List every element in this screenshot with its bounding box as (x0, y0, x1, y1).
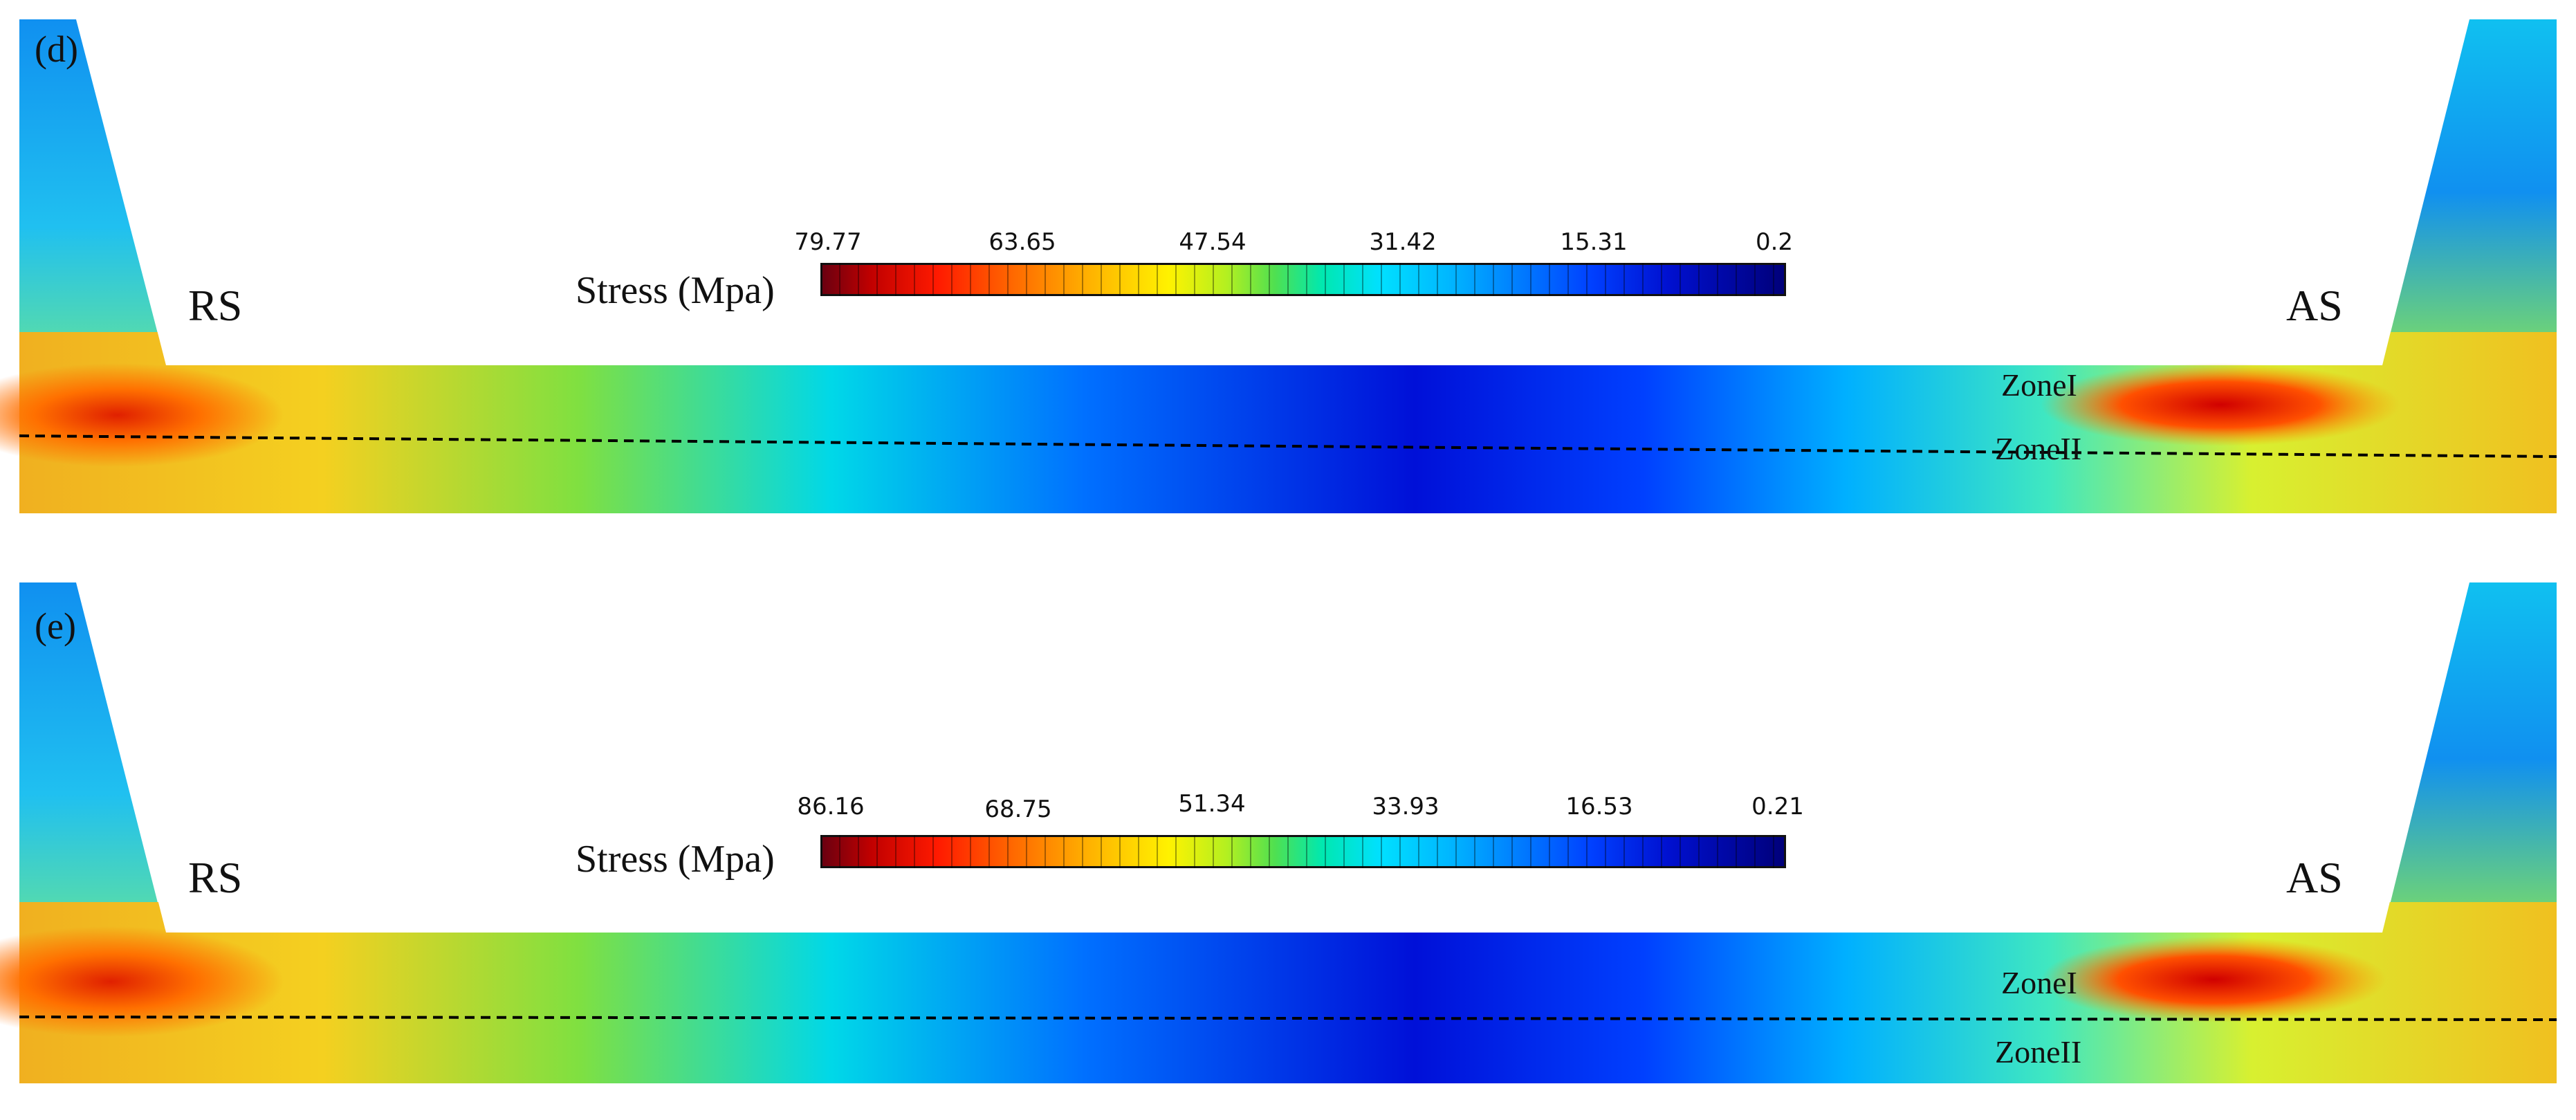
colorbar-tick-label: 33.93 (1372, 793, 1439, 820)
colorbar-title: Stress (Mpa) (576, 838, 775, 881)
colorbar-tick-label: 15.31 (1560, 228, 1628, 256)
panel-label: (d) (35, 28, 78, 70)
colorbar-tick-marks (820, 263, 1786, 296)
advancing-side-label: AS (2286, 281, 2343, 330)
colorbar-title: Stress (Mpa) (576, 269, 775, 312)
colorbar-tick-label: 63.65 (988, 228, 1056, 256)
colorbar-tick-label: 47.54 (1179, 228, 1246, 256)
zone-lower-label: ZoneII (1995, 431, 2082, 466)
advancing-side-label: AS (2286, 853, 2343, 902)
colorbar-tick-label: 86.16 (797, 793, 865, 820)
colorbar-tick-label: 51.34 (1178, 790, 1246, 818)
stress-panel-d: (d) RS AS ZoneI ZoneII Stress (Mpa) 79.7… (0, 0, 2576, 550)
colorbar-tick-label: 68.75 (984, 796, 1052, 823)
colorbar-tick-label: 16.53 (1565, 793, 1633, 820)
zone-upper-label: ZoneI (2001, 367, 2077, 403)
retreating-side-label: RS (188, 281, 243, 330)
colorbar-tick-marks (820, 835, 1786, 868)
colorbar-tick-label: 79.77 (794, 228, 862, 256)
colorbar (820, 263, 1786, 296)
stress-field-map (0, 14, 2557, 513)
zone-upper-label: ZoneI (2001, 965, 2077, 1000)
colorbar-tick-label: 0.2 (1755, 228, 1794, 256)
stress-panel-e: (e) RS AS ZoneI ZoneII Stress (Mpa) 86.1… (0, 570, 2576, 1120)
colorbar-tick-label: 31.42 (1369, 228, 1437, 256)
colorbar-tick-label: 0.21 (1751, 793, 1804, 820)
panel-label: (e) (35, 605, 76, 647)
colorbar (820, 835, 1786, 868)
stress-field-map (0, 577, 2557, 1083)
retreating-side-label: RS (188, 853, 243, 902)
zone-lower-label: ZoneII (1995, 1034, 2082, 1069)
